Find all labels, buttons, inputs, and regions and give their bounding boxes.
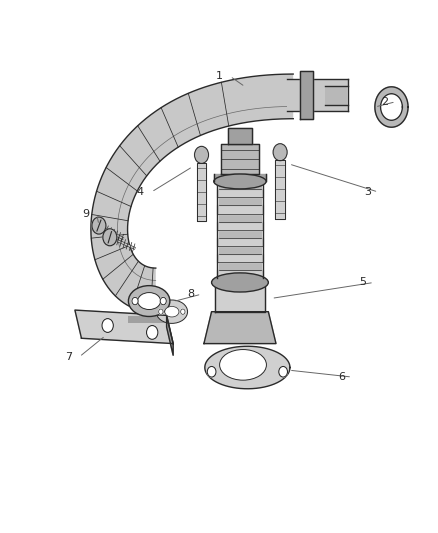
Polygon shape bbox=[197, 163, 206, 221]
Circle shape bbox=[103, 229, 117, 246]
Circle shape bbox=[194, 147, 208, 164]
Circle shape bbox=[207, 367, 216, 377]
Polygon shape bbox=[217, 254, 263, 262]
Polygon shape bbox=[215, 282, 265, 312]
Polygon shape bbox=[217, 238, 263, 246]
Circle shape bbox=[102, 319, 113, 333]
Ellipse shape bbox=[156, 300, 187, 324]
Polygon shape bbox=[221, 144, 258, 174]
Polygon shape bbox=[219, 246, 261, 254]
Circle shape bbox=[180, 309, 185, 314]
Polygon shape bbox=[219, 214, 261, 222]
Circle shape bbox=[273, 144, 287, 161]
Text: 5: 5 bbox=[360, 278, 367, 287]
Circle shape bbox=[132, 297, 138, 305]
Polygon shape bbox=[217, 189, 263, 198]
Polygon shape bbox=[217, 206, 263, 214]
Polygon shape bbox=[325, 86, 348, 105]
Polygon shape bbox=[375, 87, 408, 127]
Polygon shape bbox=[219, 262, 261, 270]
Circle shape bbox=[147, 326, 158, 340]
Text: 6: 6 bbox=[338, 372, 345, 382]
Text: 3: 3 bbox=[364, 187, 371, 197]
Polygon shape bbox=[287, 79, 348, 111]
Polygon shape bbox=[219, 181, 261, 189]
Circle shape bbox=[279, 367, 287, 377]
Circle shape bbox=[92, 217, 106, 234]
Circle shape bbox=[159, 309, 163, 314]
Polygon shape bbox=[217, 270, 263, 278]
Ellipse shape bbox=[219, 350, 266, 380]
Polygon shape bbox=[91, 74, 293, 313]
Polygon shape bbox=[166, 316, 173, 356]
Polygon shape bbox=[214, 174, 266, 181]
Polygon shape bbox=[276, 160, 285, 219]
Circle shape bbox=[160, 297, 166, 305]
Text: 7: 7 bbox=[65, 352, 72, 362]
Text: 9: 9 bbox=[82, 209, 89, 220]
Polygon shape bbox=[300, 71, 313, 119]
Ellipse shape bbox=[214, 174, 266, 189]
Ellipse shape bbox=[128, 286, 170, 317]
Polygon shape bbox=[217, 222, 263, 230]
Ellipse shape bbox=[212, 273, 268, 292]
Text: 8: 8 bbox=[187, 289, 194, 299]
Polygon shape bbox=[204, 312, 276, 344]
Polygon shape bbox=[219, 198, 261, 206]
Polygon shape bbox=[219, 230, 261, 238]
Text: 1: 1 bbox=[215, 71, 223, 81]
Text: 4: 4 bbox=[137, 187, 144, 197]
Polygon shape bbox=[381, 94, 403, 120]
Ellipse shape bbox=[165, 306, 179, 317]
Polygon shape bbox=[228, 128, 252, 144]
Ellipse shape bbox=[138, 293, 161, 310]
Polygon shape bbox=[205, 346, 290, 389]
Polygon shape bbox=[75, 310, 173, 344]
Text: 2: 2 bbox=[381, 96, 389, 107]
